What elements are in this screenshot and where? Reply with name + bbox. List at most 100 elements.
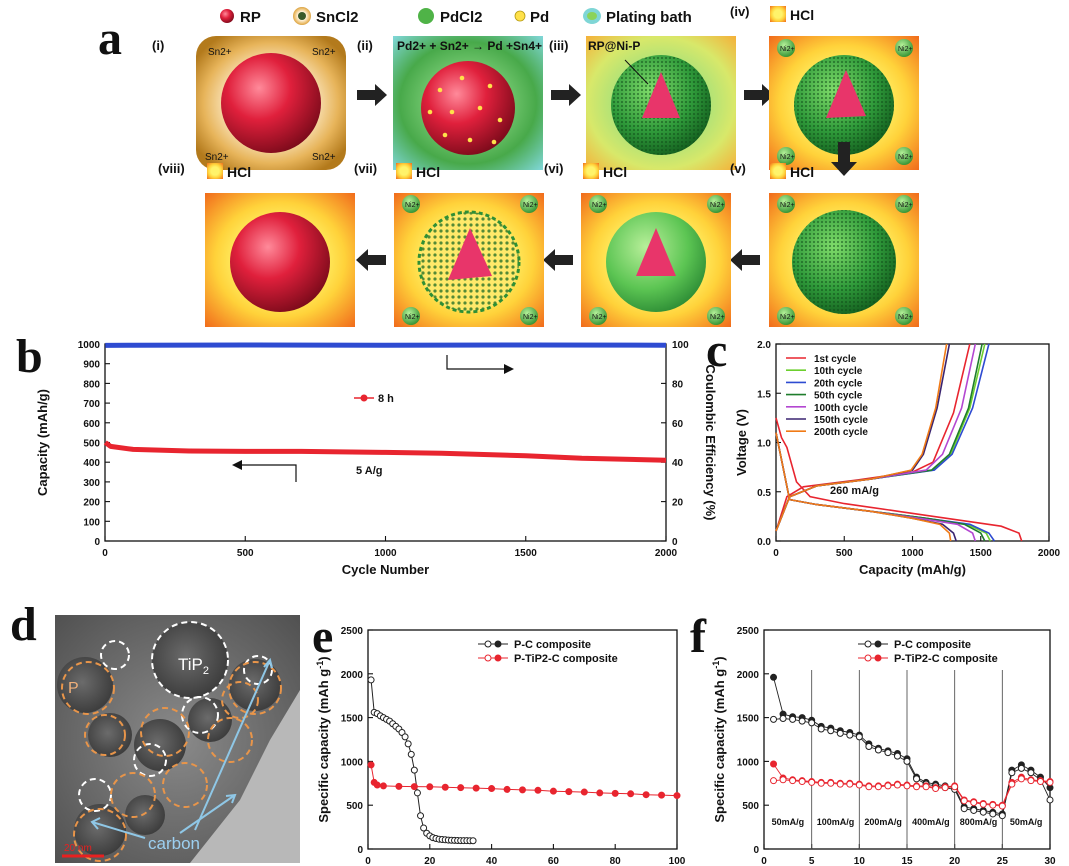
ion-label: Ni2+: [405, 202, 420, 209]
step-iii: (iii) RP@Ni-P: [549, 36, 736, 170]
rate-annotation: 5 A/g: [356, 465, 383, 477]
data-point: [960, 797, 968, 805]
x-tick-label: 2000: [655, 548, 678, 559]
legend-rp: RP: [240, 9, 261, 26]
data-point: [1046, 778, 1054, 786]
data-point: [817, 725, 825, 733]
ni-ion-icon: [895, 39, 913, 57]
y-tick-label: 1000: [341, 757, 364, 768]
ion-label: Ni2+: [523, 202, 538, 209]
y-tick-label: 0: [753, 845, 759, 856]
data-point: [998, 802, 1006, 810]
axis-arrow: [446, 355, 506, 370]
x-tick-label: 25: [997, 856, 1009, 866]
data-point: [1046, 796, 1054, 804]
data-point: [367, 676, 375, 684]
ion-label: Ni2+: [780, 202, 795, 209]
legend-label: 150th cycle: [814, 415, 868, 426]
data-point: [770, 777, 778, 785]
ni-ion-icon: [895, 147, 913, 165]
data-point: [779, 714, 787, 722]
data-point: [836, 780, 844, 788]
data-point: [580, 788, 588, 796]
y-axis-label: Capacity (mAh/g): [35, 389, 50, 496]
legend-label: P-C composite: [894, 639, 971, 651]
data-point: [441, 783, 449, 791]
data-point: [611, 789, 619, 797]
ion-label: Ni2+: [780, 46, 795, 53]
y-tick-label: 700: [83, 399, 100, 410]
data-point: [407, 750, 415, 758]
p-outlines: [61, 661, 282, 862]
data-point: [903, 757, 911, 765]
legend-label: 100th cycle: [814, 403, 868, 414]
data-point: [642, 791, 650, 799]
chart-c: 0 500 1000 1500 2000 0.0 0.5 1.0 1.5 2.0 Capacity …: [734, 340, 1061, 577]
data-point: [410, 766, 418, 774]
pd-dots: [427, 75, 503, 145]
data-point: [469, 837, 477, 845]
rate-label: 200mA/g: [864, 817, 902, 827]
rate-label: 50mA/g: [1010, 817, 1043, 827]
x-tick-label: 20: [424, 856, 436, 866]
plot-frame: [104, 343, 667, 542]
y-right-tick-label: 0: [672, 537, 678, 548]
hcl-icon: [583, 163, 599, 179]
plot-frame: [367, 629, 678, 850]
arrow-down-icon: [831, 142, 857, 176]
data-point: [1027, 777, 1035, 785]
data-point: [989, 801, 997, 809]
scale-label: 20 nm: [64, 843, 92, 854]
y-tick-label: 0.5: [757, 488, 771, 499]
data-point: [779, 776, 787, 784]
ni-ion-icon: [707, 307, 725, 325]
data-point: [913, 775, 921, 783]
data-point: [865, 743, 873, 751]
x-tick-label: 80: [610, 856, 622, 866]
ion-label: Ni2+: [710, 314, 725, 321]
charge-curve: [775, 343, 948, 532]
step-label-iii: (iii): [549, 38, 569, 53]
data-point: [410, 783, 418, 791]
y-right-tick-label: 80: [672, 379, 684, 390]
arrow-right-icon: [551, 84, 581, 106]
data-point: [827, 779, 835, 787]
discharge-curve: [775, 417, 1023, 542]
y-tick-label: 300: [83, 478, 100, 489]
y-tick-label: 800: [83, 379, 100, 390]
panel-letter-c: c: [706, 324, 727, 377]
y-right-axis-label: Coulombic Efficiency (%): [703, 364, 718, 520]
reagent-label: HCl: [790, 164, 814, 180]
step-vii: (vii) HCl Ni2+ Ni2+ Ni2+ Ni2+: [354, 161, 544, 327]
y-right-tick-label: 20: [672, 498, 684, 509]
ni-ion-icon: [777, 307, 795, 325]
legend-marker-filled: [874, 654, 882, 662]
chart-e: 02040608010005001000150020002500Cycle Nu…: [315, 626, 686, 866]
arrow-right-icon: [744, 84, 774, 106]
data-point: [549, 787, 557, 795]
rate-annotation: 260 mA/g: [830, 485, 879, 497]
legend-label: P-TiP2-C composite: [514, 653, 618, 665]
rp-sphere: [221, 53, 321, 153]
data-point: [970, 806, 978, 814]
discharge-curve: [775, 432, 952, 542]
step-i: (i) Sn2+ Sn2+ Sn2+ Sn2+: [152, 36, 346, 170]
step-label-vii: (vii): [354, 161, 377, 176]
data-point: [420, 824, 428, 832]
data-point: [658, 791, 666, 799]
arrow-left-icon: [543, 249, 573, 271]
data-point: [827, 727, 835, 735]
ni-ion-icon: [402, 195, 420, 213]
data-point: [379, 782, 387, 790]
legend-marker-open: [484, 654, 492, 662]
data-point: [893, 752, 901, 760]
data-point: [808, 778, 816, 786]
data-point: [789, 715, 797, 723]
y-tick-label: 2500: [341, 626, 364, 637]
legend-marker-filled: [494, 640, 502, 648]
step-iv: (iv) HCl Ni2+ Ni2+ Ni2+ Ni2+: [730, 4, 919, 170]
x-axis-label: Cycle Number: [342, 562, 429, 577]
carbon-label: carbon: [148, 834, 200, 853]
data-point: [951, 783, 959, 791]
